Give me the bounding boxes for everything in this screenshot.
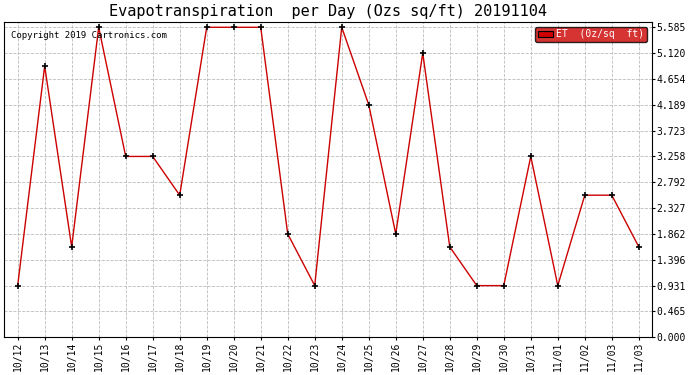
Legend: ET  (0z/sq  ft): ET (0z/sq ft) [535,27,647,42]
Title: Evapotranspiration  per Day (Ozs sq/ft) 20191104: Evapotranspiration per Day (Ozs sq/ft) 2… [109,4,547,19]
Text: Copyright 2019 Cartronics.com: Copyright 2019 Cartronics.com [10,31,166,40]
